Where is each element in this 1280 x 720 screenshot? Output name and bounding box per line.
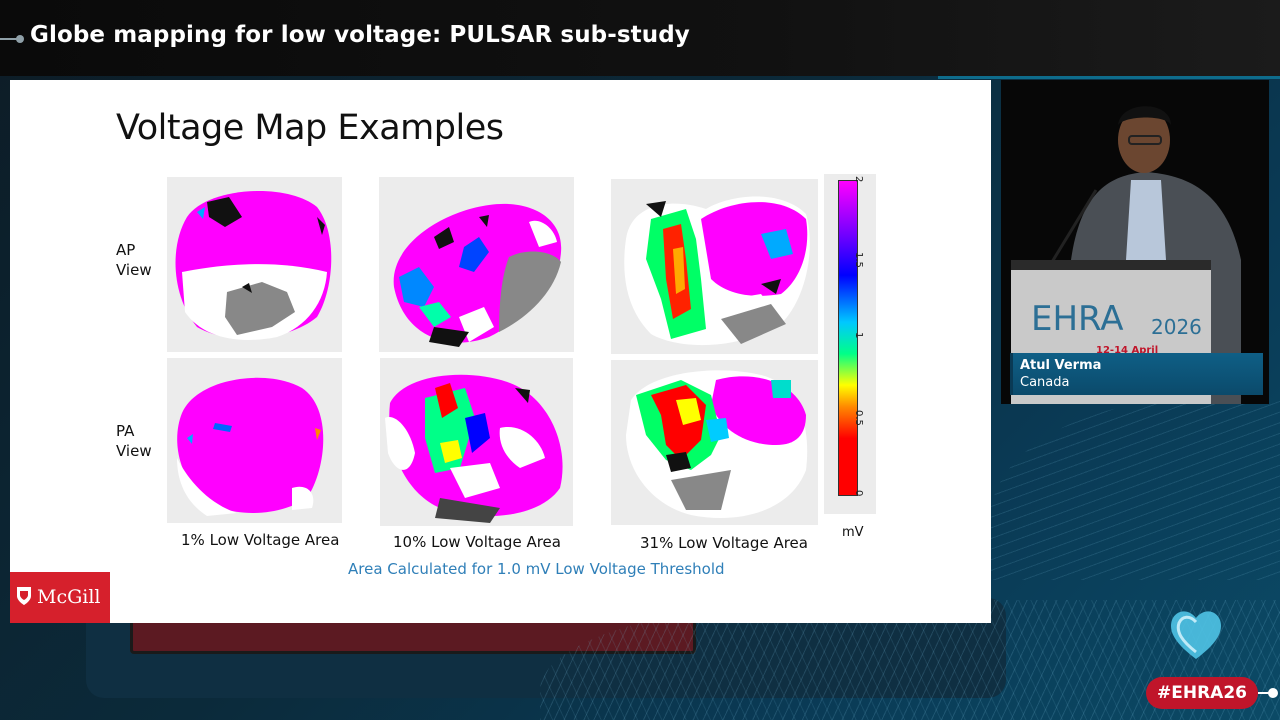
- voltage-map-pa-2: [380, 358, 573, 526]
- colorbar-tick: 1: [853, 332, 864, 339]
- voltage-map-ap-2: [379, 177, 574, 352]
- hashtag-line: [1258, 692, 1270, 694]
- heart-logo-icon: [1171, 611, 1221, 659]
- hashtag-badge: #EHRA26: [1146, 677, 1258, 709]
- threshold-note: Area Calculated for 1.0 mV Low Voltage T…: [348, 560, 725, 578]
- hashtag-dot: [1268, 688, 1278, 698]
- title-bar-line: [0, 38, 18, 40]
- colorbar-tick: 1.5: [853, 252, 864, 268]
- voltage-map-pa-3: [611, 360, 818, 525]
- speaker-country: Canada: [1020, 375, 1070, 390]
- colorbar: 2 1.5 1 0.5 0: [824, 174, 876, 514]
- caption-2: 10% Low Voltage Area: [393, 533, 561, 551]
- shield-icon: [17, 587, 31, 605]
- colorbar-tick: 0: [853, 490, 864, 497]
- caption-1: 1% Low Voltage Area: [181, 531, 340, 549]
- session-title: Globe mapping for low voltage: PULSAR su…: [30, 22, 690, 48]
- title-bar: Globe mapping for low voltage: PULSAR su…: [0, 0, 1280, 76]
- accent-line: [938, 76, 1280, 79]
- voltage-map-ap-3: [611, 179, 818, 354]
- presentation-slide: Voltage Map Examples AP View PA View: [10, 80, 991, 623]
- voltage-map-ap-1: [167, 177, 342, 352]
- colorbar-tick: 2: [853, 176, 864, 183]
- row-label-pa: PA View: [116, 422, 152, 460]
- title-bar-dot: [16, 35, 24, 43]
- colorbar-gradient: [838, 180, 858, 496]
- colorbar-unit: mV: [842, 525, 864, 540]
- podium-brand: EHRA: [1031, 299, 1124, 339]
- mcgill-logo: McGill: [10, 572, 110, 623]
- speaker-name: Atul Verma: [1020, 358, 1102, 373]
- speaker-lower-third: Atul Verma Canada: [1010, 353, 1263, 395]
- background-mesh-right: [990, 400, 1280, 580]
- row-label-ap: AP View: [116, 241, 152, 279]
- colorbar-tick: 0.5: [853, 410, 864, 426]
- mcgill-logo-text: McGill: [37, 586, 101, 608]
- caption-3: 31% Low Voltage Area: [640, 534, 808, 552]
- podium-year: 2026: [1151, 315, 1202, 339]
- voltage-map-pa-1: [167, 358, 342, 523]
- slide-title: Voltage Map Examples: [116, 108, 504, 148]
- podium-dates: 12-14 April: [1096, 345, 1158, 356]
